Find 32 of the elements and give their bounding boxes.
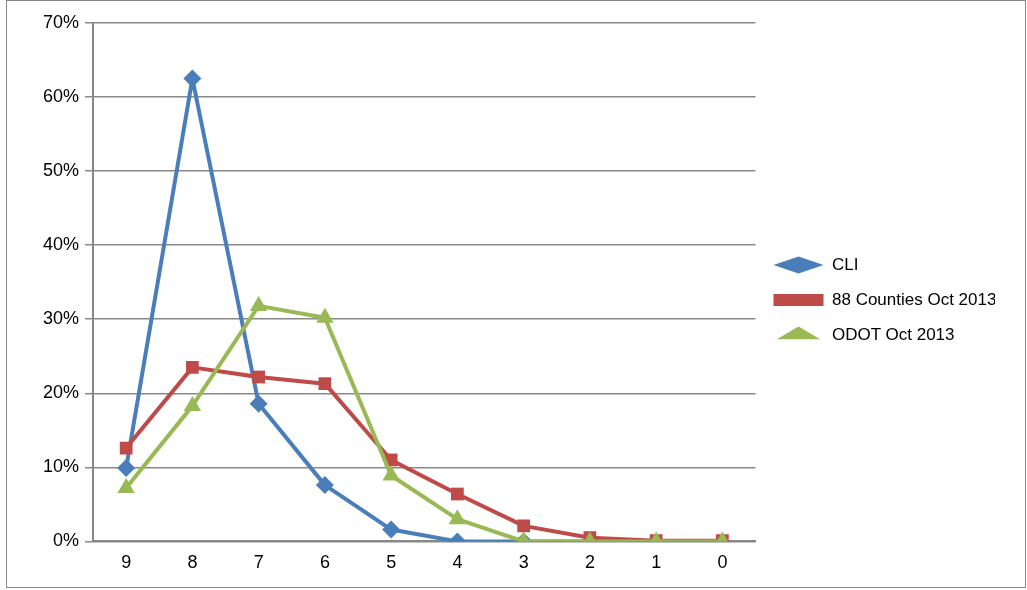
x-tick-label: 4 (452, 552, 463, 573)
legend-label: CLI (832, 254, 859, 274)
y-tick-label: 40% (43, 234, 80, 255)
point (316, 307, 334, 323)
x-tick-label: 7 (253, 552, 264, 573)
x-tick-label: 2 (584, 552, 595, 573)
x-tick-label: 0 (717, 552, 728, 573)
point (183, 395, 202, 411)
legend-label: ODOT Oct 2013 (832, 324, 955, 344)
point (448, 509, 467, 525)
point (119, 441, 133, 455)
x-tick-label: 9 (121, 552, 132, 573)
x-tick-label: 6 (319, 552, 330, 573)
x-tick-label: 5 (386, 552, 397, 573)
y-tick-label: 30% (43, 308, 80, 329)
y-tick-label: 70% (43, 11, 80, 32)
y-tick-label: 10% (43, 456, 80, 477)
point (117, 478, 135, 494)
y-tick-label: 60% (43, 86, 80, 107)
point (186, 361, 199, 374)
point (252, 370, 266, 384)
point (382, 465, 400, 481)
y-tick-label: 0% (53, 530, 80, 551)
y-tick-label: 20% (43, 382, 80, 403)
x-tick-label: 1 (651, 552, 662, 573)
y-tick-label: 50% (43, 160, 80, 181)
point (318, 377, 332, 391)
legend-label: 88 Counties Oct 2013 (832, 289, 997, 309)
x-tick-label: 3 (518, 552, 529, 573)
point (249, 394, 268, 413)
point (249, 295, 268, 311)
x-tick-label: 8 (187, 552, 198, 573)
